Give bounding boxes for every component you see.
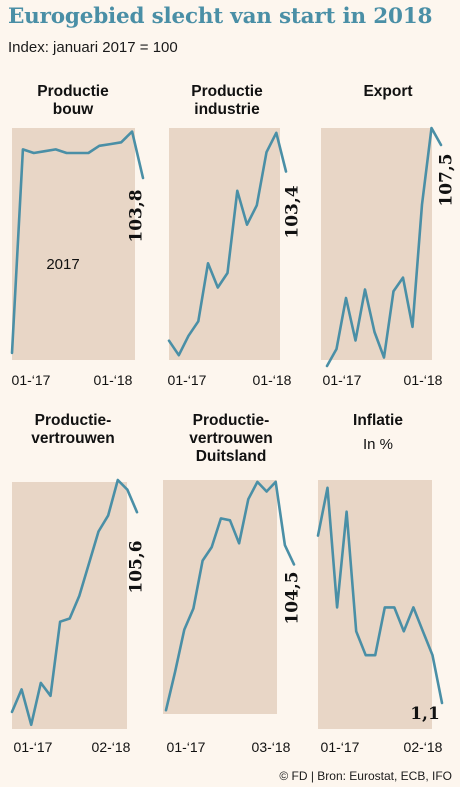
- chart-5-end-value-label: 104,5: [283, 571, 303, 624]
- chart-3-series-line: [325, 126, 443, 368]
- chart-3-x-tick: 01-‘17: [323, 372, 362, 388]
- chart-6-x-tick: 01-‘17: [321, 739, 360, 755]
- chart-4-shade-2017: [12, 482, 127, 729]
- chart-6-x-tick: 02-‘18: [404, 739, 443, 755]
- chart-2-title-line: industrie: [194, 101, 260, 118]
- chart-5-series-line: [164, 480, 296, 712]
- chart-3-shade-2017: [321, 128, 432, 360]
- chart-4-title-line: vertrouwen: [31, 430, 115, 447]
- page-subtitle: Index: januari 2017 = 100: [8, 39, 178, 56]
- chart-5-title-line: vertrouwen: [189, 430, 273, 447]
- chart-3-x-tick: 01-‘18: [404, 372, 443, 388]
- chart-2-series-line: [167, 131, 288, 357]
- chart-6-title-line: Inflatie: [353, 412, 403, 429]
- chart-5-title-line: Productie-: [193, 412, 270, 429]
- chart-4-x-tick: 02-‘18: [92, 739, 131, 755]
- chart-1-shade-2017: [12, 128, 135, 360]
- source-note: © FD | Bron: Eurostat, ECB, IFO: [279, 769, 452, 783]
- chart-5-shade-2017: [163, 480, 277, 714]
- chart-4-end-value-label: 105,6: [127, 540, 147, 593]
- chart-2-end-value-label: 103,4: [283, 185, 303, 238]
- chart-4-series-line: [10, 478, 139, 727]
- chart-6-end-value-label: 1,1: [410, 704, 440, 724]
- chart-1-title-line: Productie: [37, 83, 109, 100]
- page-title: Eurogebied slecht van start in 2018: [8, 4, 433, 29]
- chart-1-title-line: bouw: [53, 101, 94, 118]
- chart-5-title-line: Duitsland: [196, 448, 267, 465]
- chart-2-title-line: Productie: [191, 83, 263, 100]
- chart-4-title-line: Productie-: [35, 412, 112, 429]
- chart-6-subtitle: In %: [363, 436, 393, 453]
- chart-4-x-tick: 01-‘17: [14, 739, 53, 755]
- chart-1-end-value-label: 103,8: [127, 189, 147, 242]
- chart-3-end-value-label: 107,5: [437, 153, 457, 206]
- chart-1-x-tick: 01-‘17: [12, 372, 51, 388]
- chart-1-series-line: [10, 130, 145, 355]
- chart-1-period-note: 2017: [46, 256, 79, 273]
- chart-1-x-tick: 01-‘18: [94, 372, 133, 388]
- chart-5-x-tick: 03-‘18: [252, 739, 291, 755]
- chart-6-series-line: [316, 486, 444, 705]
- chart-6-shade-2017: [318, 480, 432, 729]
- chart-3-title-line: Export: [363, 83, 412, 100]
- chart-2-x-tick: 01-‘17: [168, 372, 207, 388]
- chart-5-x-tick: 01-‘17: [167, 739, 206, 755]
- chart-2-x-tick: 01-‘18: [253, 372, 292, 388]
- chart-2-shade-2017: [169, 128, 280, 360]
